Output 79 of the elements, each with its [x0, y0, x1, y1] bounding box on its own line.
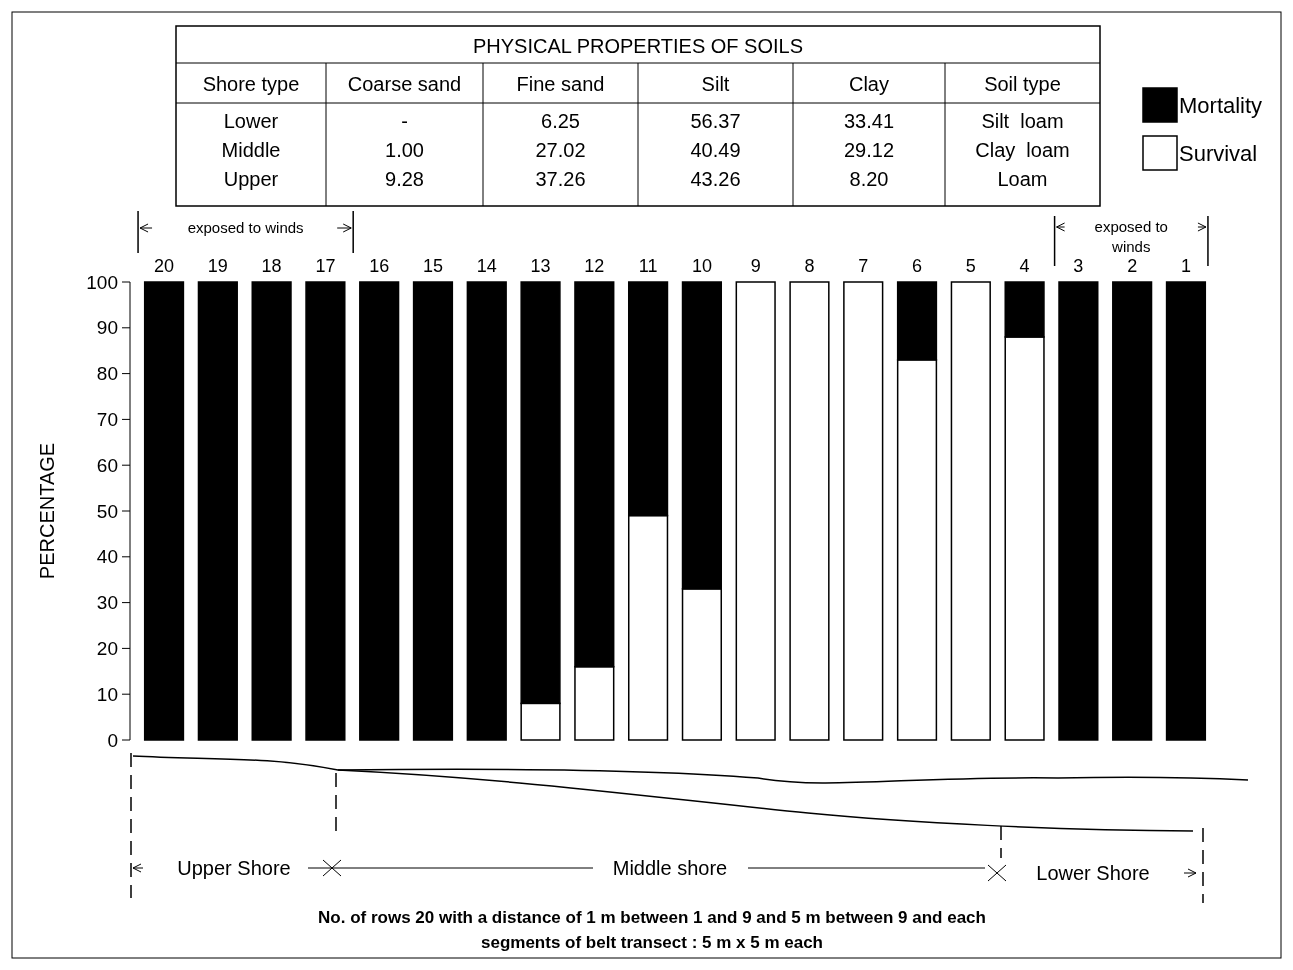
x-tick-label: 9	[750, 256, 761, 276]
legend-label: Survival	[1179, 140, 1258, 166]
text: 43.26	[690, 168, 741, 190]
y-tick-label: 50	[96, 500, 118, 522]
x-tick-label: 11	[638, 256, 658, 276]
text: 1.00	[385, 139, 424, 161]
x-tick-label: 19	[207, 256, 228, 276]
y-tick-label: 90	[96, 317, 118, 339]
bar	[197, 281, 238, 741]
x-tick-label: 7	[858, 256, 869, 276]
text: No. of rows 20 with a distance of 1 m between 1 and 9 and 5 m between 9 and each segments of belt transect : 5 m x 5 m each	[318, 908, 986, 952]
text: exposed to winds	[1094, 218, 1168, 255]
bar	[1112, 281, 1153, 741]
text: Upper	[223, 168, 279, 190]
x-tick-label: 16	[369, 256, 390, 276]
x-tick-label: 12	[584, 256, 605, 276]
bar	[1058, 281, 1099, 741]
y-tick-label: 100	[86, 271, 118, 293]
category-label: Fine sand	[516, 73, 605, 95]
x-tick-label: 6	[912, 256, 923, 276]
category-label: Shore type	[202, 73, 300, 95]
y-axis-title: PERCENTAGE	[36, 442, 58, 580]
text: 37.26	[535, 168, 586, 190]
text: Middle	[221, 139, 281, 161]
bar	[412, 281, 454, 741]
x-tick-label: 15	[422, 256, 443, 276]
bar	[143, 281, 185, 741]
text: 6.25	[541, 110, 580, 132]
legend-label: Mortality	[1179, 92, 1263, 118]
x-tick-label: 13	[530, 256, 551, 276]
text: 40.49	[690, 139, 741, 161]
y-tick-label: 70	[96, 409, 118, 431]
text: Upper Shore	[177, 857, 291, 879]
bar	[950, 281, 991, 741]
x-tick-label: 17	[315, 256, 336, 276]
text: 29.12	[843, 139, 895, 161]
y-tick-label: 0	[107, 729, 118, 751]
bar	[251, 281, 292, 741]
y-tick-label: 30	[96, 592, 118, 614]
x-tick-label: 2	[1127, 256, 1138, 276]
text: PHYSICAL PROPERTIES OF SOILS	[472, 35, 804, 57]
y-tick-label: 80	[96, 363, 118, 385]
text: Lower Shore	[1036, 862, 1150, 884]
bar	[1165, 281, 1207, 741]
text: 8.20	[849, 168, 889, 190]
text: 33.41	[843, 110, 895, 132]
x-tick-label: 5	[965, 256, 976, 276]
y-tick-label: 60	[96, 454, 118, 476]
bar	[466, 281, 507, 741]
x-tick-label: 20	[154, 256, 175, 276]
text: 27.02	[535, 139, 586, 161]
x-tick-label: 18	[261, 256, 282, 276]
text: Lower	[223, 110, 279, 132]
category-label: Coarse sand	[347, 73, 462, 95]
text: exposed to winds	[187, 219, 304, 236]
text: Middle shore	[612, 857, 728, 879]
category-label: Silt	[701, 73, 730, 95]
bar	[843, 281, 884, 741]
x-tick-label: 8	[804, 256, 815, 276]
text: 9.28	[385, 168, 424, 190]
x-tick-label: 10	[691, 256, 712, 276]
text: -	[401, 110, 408, 132]
category-label: Clay	[848, 73, 890, 95]
x-tick-label: 1	[1180, 256, 1191, 276]
text: Loam	[997, 168, 1048, 190]
bar	[359, 281, 400, 741]
bar	[305, 281, 346, 741]
x-tick-label: 14	[476, 256, 497, 276]
text: Clay loam	[975, 139, 1070, 161]
y-tick-label: 20	[96, 638, 118, 660]
text: 56.37	[690, 110, 741, 132]
x-tick-label: 4	[1019, 256, 1030, 276]
y-tick-label: 40	[96, 546, 118, 568]
category-label: Soil type	[984, 73, 1061, 95]
x-tick-label: 3	[1073, 256, 1084, 276]
bar	[735, 281, 776, 741]
bar	[789, 281, 830, 741]
text: Silt loam	[981, 110, 1064, 132]
y-tick-label: 10	[96, 683, 118, 705]
